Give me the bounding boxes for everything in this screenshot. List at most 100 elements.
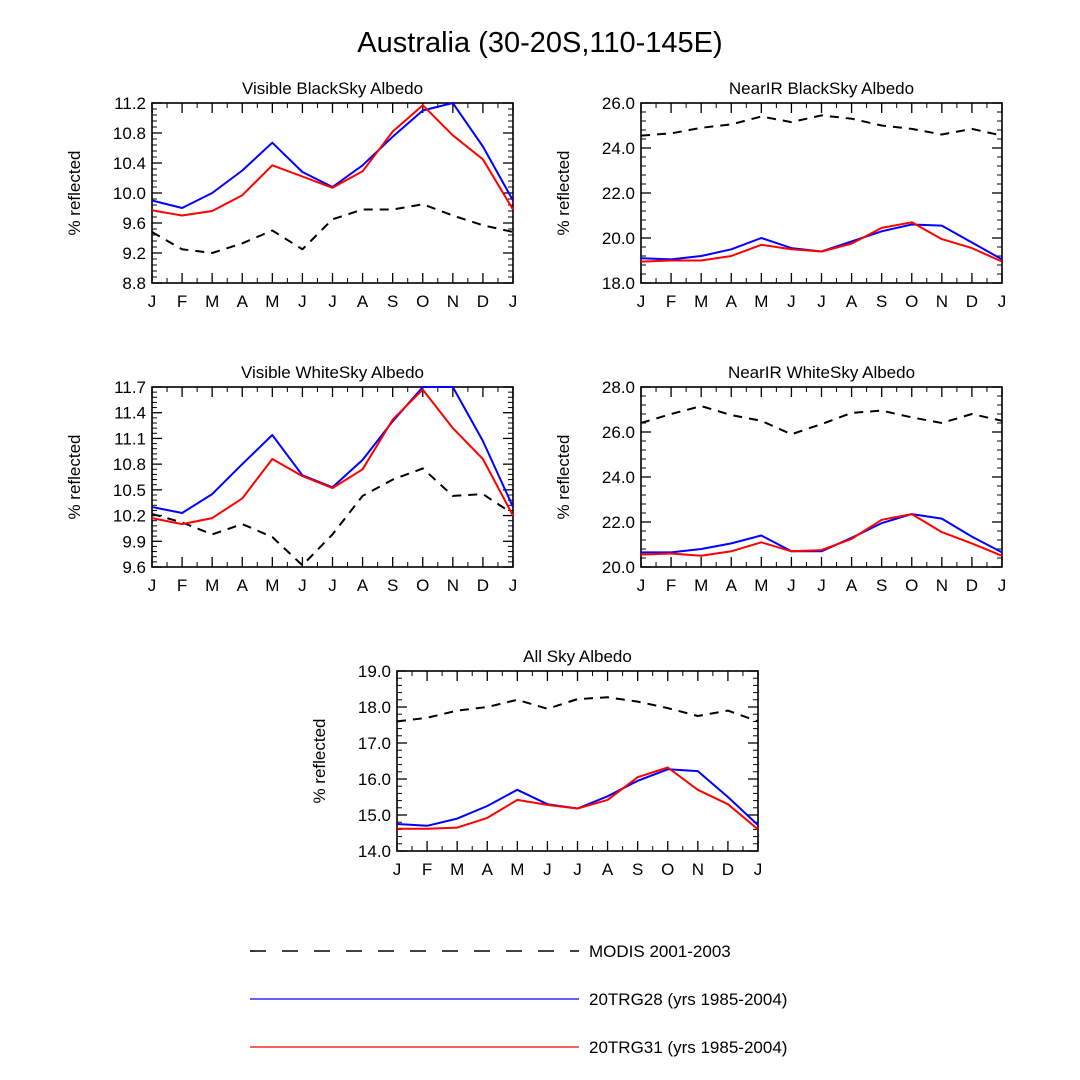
x-tick-label: J (298, 576, 307, 595)
legend-item-3: 20TRG31 (yrs 1985-2004) (250, 1038, 787, 1057)
y-tick-label: 15.0 (358, 806, 391, 825)
x-tick-label: M (694, 292, 708, 311)
y-axis-label: % reflected (65, 434, 84, 519)
x-tick-label: J (754, 860, 763, 879)
x-tick-label: J (573, 860, 582, 879)
x-tick-label: A (726, 292, 738, 311)
x-tick-label: F (177, 576, 187, 595)
x-tick-label: J (148, 292, 157, 311)
figure-title: Australia (30-20S,110-145E) (357, 27, 722, 59)
x-tick-label: D (477, 576, 489, 595)
series-line-20trg31 (640, 513, 1003, 557)
x-tick-label: A (846, 292, 858, 311)
legend-label: 20TRG31 (yrs 1985-2004) (589, 1038, 787, 1057)
x-tick-label: S (387, 292, 398, 311)
series-line-20trg28 (151, 102, 514, 209)
y-tick-label: 19.0 (358, 662, 391, 681)
x-tick-label: N (936, 576, 948, 595)
x-tick-label: N (447, 576, 459, 595)
y-tick-label: 9.6 (122, 214, 146, 233)
series-line-20trg28 (396, 768, 759, 827)
series-line-modis (640, 114, 1003, 137)
y-tick-label: 18.0 (602, 274, 635, 293)
x-tick-label: A (846, 576, 858, 595)
y-tick-label: 11.4 (114, 404, 146, 423)
x-tick-label: O (905, 292, 918, 311)
x-tick-label: M (510, 860, 524, 879)
y-tick-label: 22.0 (602, 184, 635, 203)
x-tick-label: J (787, 576, 796, 595)
series-line-modis (151, 203, 514, 254)
y-tick-label: 26.0 (602, 423, 635, 442)
x-tick-label: J (787, 292, 796, 311)
series-line-20trg28 (151, 386, 514, 514)
y-tick-label: 11.2 (114, 94, 146, 113)
y-tick-label: 11.1 (114, 429, 146, 448)
x-tick-label: J (509, 292, 518, 311)
x-tick-label: J (998, 576, 1007, 595)
x-tick-label: S (387, 576, 398, 595)
x-tick-label: J (817, 292, 826, 311)
y-tick-label: 10.4 (113, 154, 146, 173)
legend-item-2: 20TRG28 (yrs 1985-2004) (250, 990, 787, 1009)
legend-item-1: MODIS 2001-2003 (250, 942, 731, 961)
x-tick-label: M (265, 292, 279, 311)
x-tick-label: O (416, 292, 429, 311)
x-tick-label: N (936, 292, 948, 311)
x-tick-label: A (357, 292, 369, 311)
y-tick-label: 10.0 (113, 184, 146, 203)
x-tick-label: J (637, 576, 646, 595)
x-tick-label: M (754, 292, 768, 311)
x-tick-label: J (298, 292, 307, 311)
plot-frame (640, 386, 1003, 568)
y-tick-label: 8.8 (122, 274, 146, 293)
x-tick-label: M (205, 576, 219, 595)
x-tick-label: A (237, 576, 249, 595)
y-tick-label: 17.0 (358, 734, 391, 753)
y-tick-label: 24.0 (602, 468, 635, 487)
x-tick-label: S (876, 292, 887, 311)
y-axis-label: % reflected (554, 434, 573, 519)
x-tick-label: A (726, 576, 738, 595)
panel-title: NearIR WhiteSky Albedo (728, 363, 915, 382)
x-tick-label: D (966, 292, 978, 311)
y-tick-label: 10.8 (113, 124, 146, 143)
y-tick-label: 26.0 (602, 94, 635, 113)
x-tick-label: M (205, 292, 219, 311)
x-tick-label: J (148, 576, 157, 595)
y-tick-label: 20.0 (602, 229, 635, 248)
y-tick-label: 20.0 (602, 558, 635, 577)
x-tick-label: S (632, 860, 643, 879)
x-tick-label: A (357, 576, 369, 595)
y-tick-label: 10.8 (113, 455, 146, 474)
x-tick-label: F (666, 576, 676, 595)
x-tick-label: J (328, 576, 337, 595)
x-tick-label: J (393, 860, 402, 879)
x-tick-label: M (265, 576, 279, 595)
x-tick-label: D (722, 860, 734, 879)
x-tick-label: J (998, 292, 1007, 311)
x-tick-label: A (237, 292, 249, 311)
y-axis-label: % reflected (554, 150, 573, 235)
x-tick-label: O (905, 576, 918, 595)
panel-title: All Sky Albedo (523, 647, 632, 666)
panel-title: NearIR BlackSky Albedo (729, 79, 914, 98)
x-tick-label: D (966, 576, 978, 595)
series-line-20trg28 (641, 513, 1003, 554)
x-tick-label: A (482, 860, 494, 879)
legend: MODIS 2001-2003 20TRG28 (yrs 1985-2004) 20… (250, 942, 787, 1057)
plot-frame (151, 386, 514, 568)
x-tick-label: D (477, 292, 489, 311)
x-tick-label: M (754, 576, 768, 595)
x-tick-label: J (509, 576, 518, 595)
panel-title: Visible WhiteSky Albedo (241, 363, 424, 382)
x-tick-label: O (661, 860, 674, 879)
x-tick-label: F (422, 860, 432, 879)
y-tick-label: 28.0 (602, 378, 635, 397)
legend-label: MODIS 2001-2003 (589, 942, 731, 961)
x-tick-label: M (450, 860, 464, 879)
plot-frame (151, 102, 514, 284)
